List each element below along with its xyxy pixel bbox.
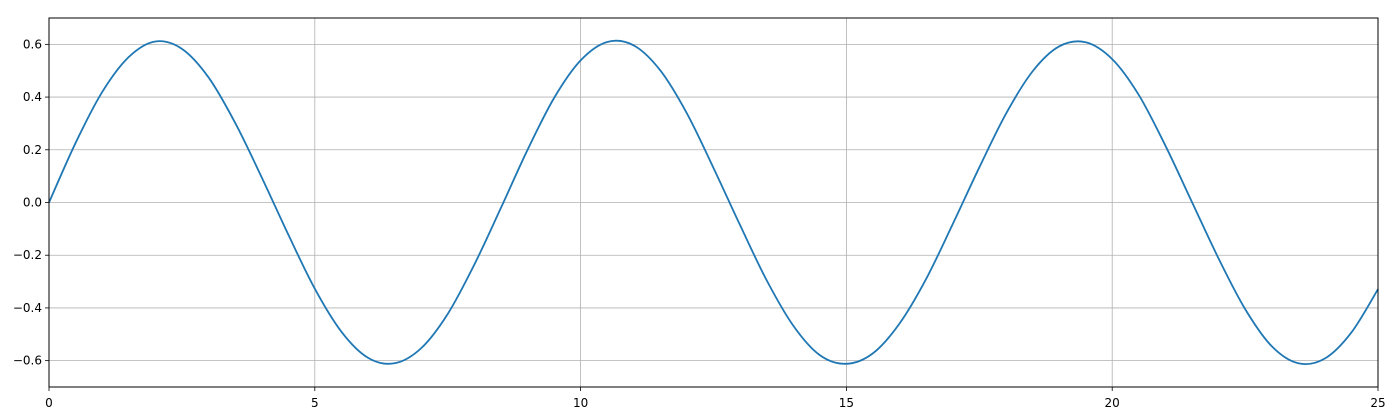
y-tick-label: 0.2 xyxy=(23,143,42,157)
y-tick-label: 0.6 xyxy=(23,37,42,51)
series-lines xyxy=(48,39,1379,366)
series-line xyxy=(48,39,1379,366)
x-tick-label: 20 xyxy=(1105,396,1120,410)
x-tick-label: 15 xyxy=(839,396,854,410)
x-tick-label: 5 xyxy=(311,396,319,410)
gridlines xyxy=(48,18,1379,387)
x-tick-label: 25 xyxy=(1370,396,1385,410)
y-tick-label: 0.0 xyxy=(23,196,42,210)
y-tick-label: −0.6 xyxy=(13,354,42,368)
x-tick-label: 0 xyxy=(45,396,53,410)
y-tick-label: −0.2 xyxy=(13,248,42,262)
y-axis-ticks: −0.6 −0.4 −0.2 0.0 0.2 0.4 0.6 xyxy=(13,37,49,368)
x-axis-ticks: 0 5 10 15 20 25 xyxy=(45,387,1386,410)
y-tick-label: −0.4 xyxy=(13,301,42,315)
y-tick-label: 0.4 xyxy=(23,90,42,104)
x-tick-label: 10 xyxy=(573,396,588,410)
